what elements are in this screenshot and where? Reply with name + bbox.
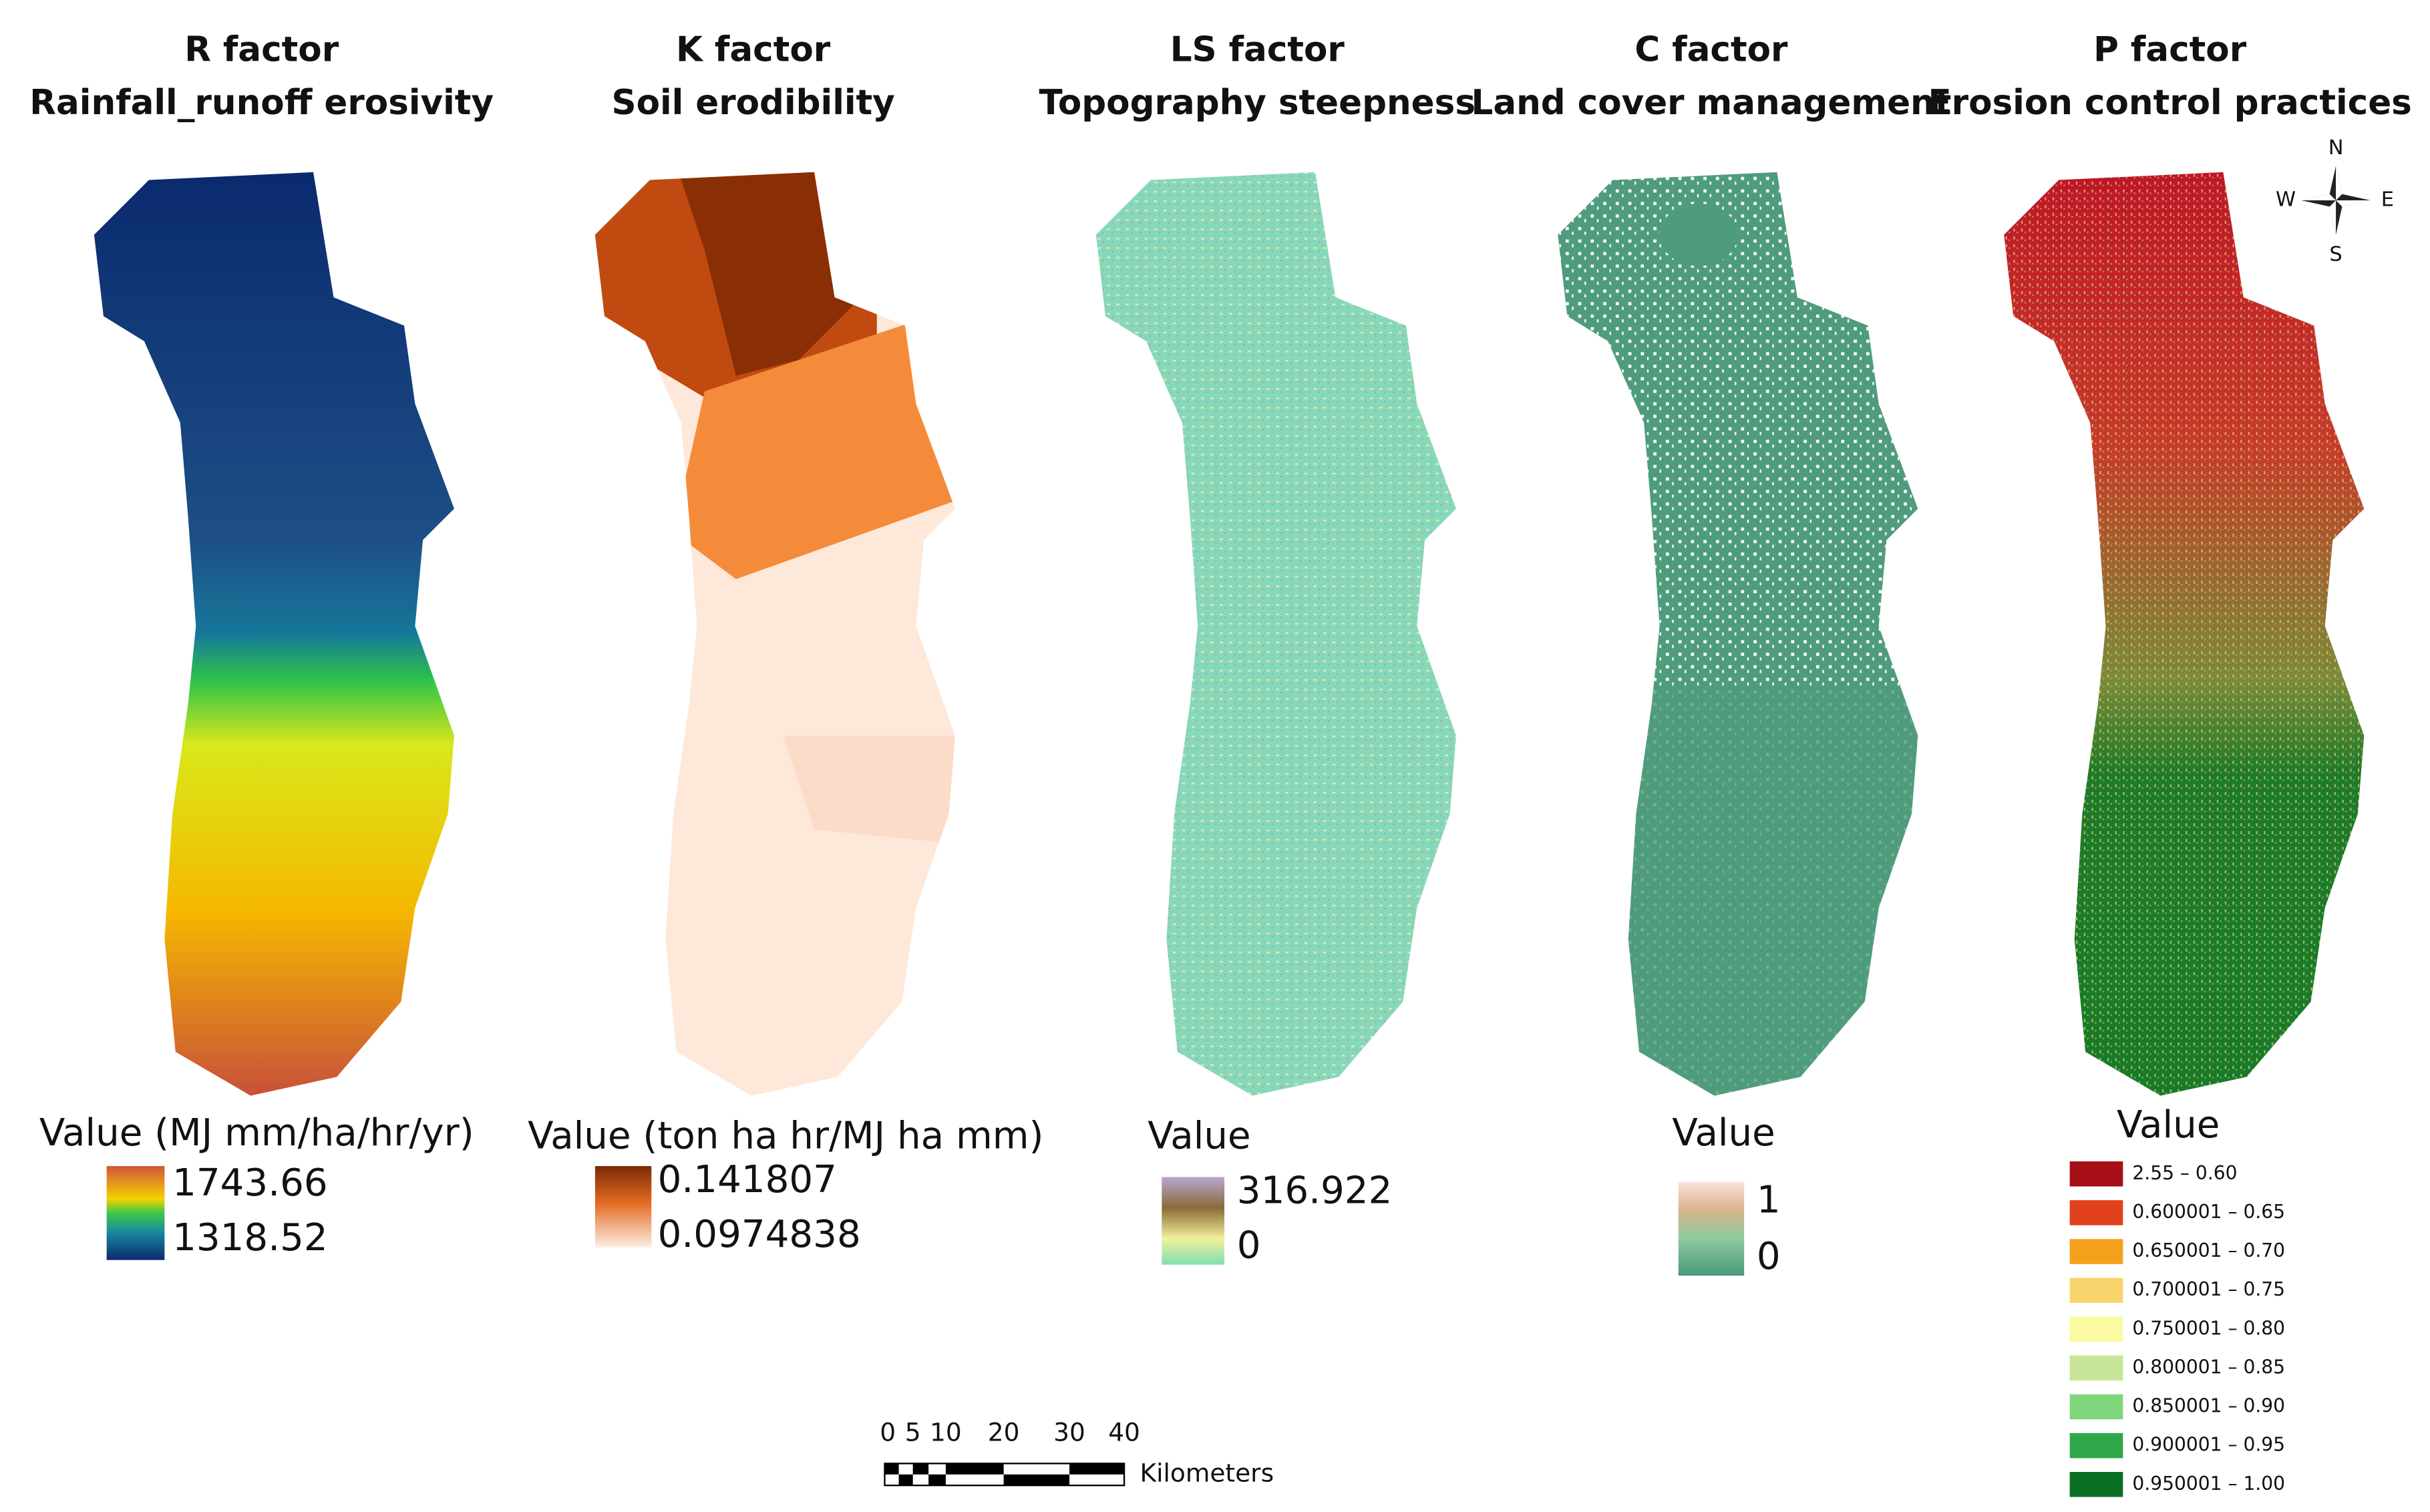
panel-title: K factor [676, 29, 831, 69]
legend-label: 1 [1757, 1179, 1781, 1222]
panel-title: LS factor [1170, 29, 1345, 69]
panel-subtitle: Rainfall_runoff erosivity [29, 83, 494, 123]
legend-label: 0.950001 – 1.00 [2132, 1473, 2285, 1495]
legend-title: Value (ton ha hr/MJ ha mm) [528, 1114, 1043, 1157]
panel-subtitle: Soil erodibility [611, 83, 894, 123]
panel-title: R factor [184, 29, 339, 69]
ls-map [1095, 172, 1456, 1096]
legend-swatch [2069, 1239, 2123, 1264]
k-map [594, 172, 955, 1096]
p-map [2004, 172, 2365, 1096]
legend-swatch [2069, 1278, 2123, 1303]
panel-subtitle: Topography steepness [1039, 83, 1476, 123]
legend-swatch [2069, 1316, 2123, 1342]
legend-label: 2.55 – 0.60 [2132, 1162, 2237, 1184]
panel-title: P factor [2093, 29, 2247, 69]
scale-bar [884, 1463, 1125, 1487]
panel-subtitle: Land cover management [1471, 83, 1951, 123]
legend-label: 1318.52 [172, 1216, 328, 1260]
legend-swatch [2069, 1394, 2123, 1420]
panel-title: C factor [1634, 29, 1788, 69]
legend-title: Value (MJ mm/ha/hr/yr) [39, 1111, 474, 1155]
legend-label: 0.750001 – 0.80 [2132, 1317, 2285, 1339]
scale-tick-label: 5 [905, 1417, 921, 1447]
legend-label: 0.850001 – 0.90 [2132, 1395, 2285, 1417]
legend-label: 0 [1757, 1235, 1781, 1278]
c-map [1558, 172, 1918, 1096]
scale-tick-label: 40 [1108, 1417, 1140, 1447]
legend-swatch [2069, 1200, 2123, 1225]
legend-label: 0.141807 [658, 1158, 837, 1201]
compass-s: S [2329, 243, 2342, 266]
compass: N W E S [2276, 136, 2394, 266]
legend-ramp [594, 1166, 652, 1248]
panel-subtitle: Erosion control practices [1928, 83, 2411, 123]
legend-ramp [1678, 1181, 1745, 1276]
legend-label: 0.700001 – 0.75 [2132, 1278, 2285, 1300]
legend-label: 316.922 [1237, 1169, 1393, 1212]
legend-label: 0 [1237, 1224, 1261, 1268]
compass-e: E [2381, 188, 2394, 211]
legend-swatch [2069, 1161, 2123, 1187]
legend-label: 0.0974838 [658, 1213, 861, 1256]
scale-tick-label: 10 [930, 1417, 962, 1447]
scale-tick-label: 30 [1053, 1417, 1085, 1447]
legend-title: Value [2117, 1103, 2220, 1147]
legend-ramp [1162, 1177, 1225, 1265]
legend-label: 0.600001 – 0.65 [2132, 1201, 2285, 1223]
compass-w: W [2276, 188, 2296, 211]
legend-label: 0.650001 – 0.70 [2132, 1240, 2285, 1262]
scale-unit: Kilometers [1140, 1458, 1274, 1487]
legend-ramp [106, 1166, 165, 1260]
legend-label: 0.800001 – 0.85 [2132, 1356, 2285, 1378]
r-map [94, 172, 454, 1096]
legend-label: 0.900001 – 0.95 [2132, 1434, 2285, 1456]
legend-swatch [2069, 1472, 2123, 1497]
legend-title: Value [1672, 1111, 1775, 1155]
legend-swatch [2069, 1355, 2123, 1381]
scale-tick-label: 0 [880, 1417, 896, 1447]
legend-label: 1743.66 [172, 1161, 328, 1205]
legend-title: Value [1148, 1114, 1250, 1157]
compass-n: N [2328, 136, 2344, 160]
scale-tick-label: 20 [988, 1417, 1020, 1447]
legend-swatch [2069, 1433, 2123, 1459]
